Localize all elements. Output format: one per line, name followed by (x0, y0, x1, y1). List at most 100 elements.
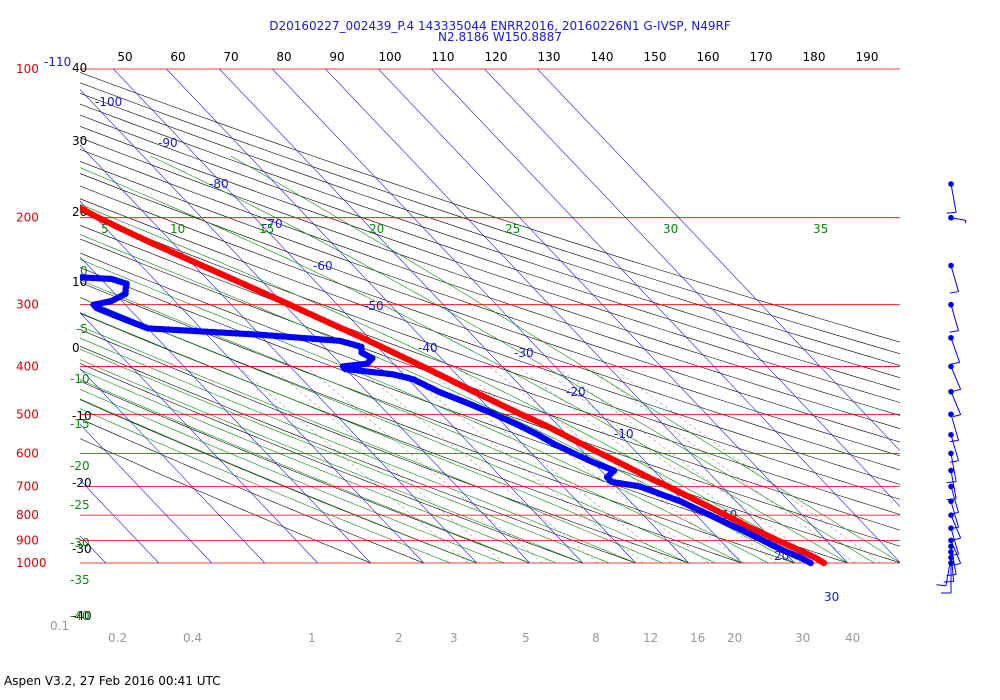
moist-adiabats (80, 155, 900, 564)
dewpoint-trace (8, 270, 814, 567)
dry-adiabat-line (80, 238, 900, 531)
dewpoint-point (55, 273, 61, 279)
moist-adiabat-line (230, 155, 900, 563)
mixing-ratio-label: 40 (845, 631, 860, 645)
dry-adiabat-label: -20 (70, 459, 90, 473)
moist-adiabat-line (80, 348, 610, 564)
wind-barb (946, 450, 957, 484)
isotherm-label: -70 (263, 217, 283, 231)
dewpoint-point (43, 272, 49, 278)
top-axis-label: 50 (117, 50, 132, 64)
isotherm-line (80, 368, 265, 564)
moist-adiabat-line (80, 337, 636, 564)
dry-adiabat-line (80, 224, 900, 515)
dewpoint-point (25, 271, 31, 277)
dry-adiabat-line (80, 312, 742, 564)
pressure-tick-label: 300 (16, 298, 39, 312)
dry-adiabat-line (80, 93, 900, 366)
mixing-ratio-label: 2 (395, 631, 403, 645)
isotherm-line (325, 69, 795, 564)
moist-adiabat-line (80, 279, 742, 564)
dry-adiabat-line (80, 137, 900, 416)
isotherm-line (537, 69, 900, 452)
wind-barb (948, 301, 959, 333)
wind-barb (948, 411, 959, 443)
mixing-ratio-label: 8 (592, 631, 600, 645)
isotherm-line (80, 423, 212, 564)
top-axis-label: 160 (697, 50, 720, 64)
mixing-ratio-label: 3 (450, 631, 458, 645)
mixing-ratio-label: 20 (727, 631, 742, 645)
wind-barb (948, 363, 962, 392)
left-axis-label: -30 (72, 542, 92, 556)
isotherm-line (378, 69, 848, 564)
isotherm-line (113, 69, 583, 564)
temperature-point (1, 180, 7, 186)
wind-barb (946, 181, 957, 214)
top-axis-label: 110 (432, 50, 455, 64)
mixing-ratio-label: 16 (690, 631, 705, 645)
dry-adiabat-label: 15 (259, 222, 274, 236)
mixing-ratio-label: 0.1 (50, 619, 69, 633)
mixing-ratio-line (270, 366, 505, 564)
isotherm-line (272, 69, 742, 564)
top-axis-label: 90 (329, 50, 344, 64)
dry-adiabat-line (80, 126, 900, 403)
mixing-ratio-label: 5 (522, 631, 530, 645)
mixing-ratio-label: 12 (643, 631, 658, 645)
top-axis-label: 180 (803, 50, 826, 64)
dry-adiabats (80, 72, 900, 564)
dry-adiabat-line (80, 329, 689, 564)
dewpoint-point (31, 272, 37, 278)
top-axis-label: 150 (644, 50, 667, 64)
isotherm-line (484, 69, 900, 507)
dry-adiabat-line (80, 185, 900, 471)
isotherm-line (80, 200, 424, 564)
pressure-tick-label: 400 (16, 359, 39, 373)
dry-adiabat-label: 5 (101, 222, 109, 236)
top-axis-label: 130 (538, 50, 561, 64)
temperature-trace (1, 180, 828, 567)
isotherm-label: -50 (364, 299, 384, 313)
moist-adiabat-line (150, 155, 875, 564)
chart-title-line1: D20160227_002439_P.4 143335044 ENRR2016,… (269, 19, 731, 33)
left-axis-label: -10 (72, 409, 92, 423)
mixing-ratio-label: 1 (308, 631, 316, 645)
wind-barb (948, 483, 959, 515)
dewpoint-point (52, 273, 58, 279)
pressure-tick-label: 700 (16, 479, 39, 493)
chart-title-line2: N2.8186 W150.8887 (438, 30, 562, 44)
moist-adiabat-line (80, 167, 848, 564)
dry-adiabat-label: -25 (70, 498, 90, 512)
top-axis-label: 70 (223, 50, 238, 64)
dry-adiabat-line (80, 198, 900, 485)
dry-adiabat-line (80, 418, 424, 564)
dry-adiabat-line (80, 82, 900, 355)
dry-adiabat-label: -30 (70, 536, 90, 550)
left-axis-label: 40 (72, 61, 87, 75)
isotherm-label: -10 (614, 427, 634, 441)
dewpoint-point (40, 272, 46, 278)
wind-barb (948, 537, 962, 566)
moist-adiabat-line (80, 388, 504, 564)
dewpoint-point (8, 270, 14, 276)
isotherm-line (80, 144, 477, 564)
dewpoint-point (64, 273, 70, 279)
wind-barbs (936, 181, 967, 594)
left-axis-label: 0 (72, 341, 80, 355)
dewpoint-point (58, 273, 64, 279)
mixing-ratio-line (237, 366, 469, 564)
mixing-ratio-line (422, 366, 672, 564)
isotherm-label: -40 (418, 341, 438, 355)
left-axis-label: -20 (72, 476, 92, 490)
mixing-ratio-label: 0.2 (108, 631, 127, 645)
dry-adiabat-line (80, 380, 530, 564)
dry-adiabat-label: 10 (170, 222, 185, 236)
dry-adiabat-line (80, 103, 900, 378)
isotherm-line (80, 479, 159, 564)
dry-adiabat-line (80, 114, 900, 391)
dewpoint-point (61, 273, 67, 279)
dry-adiabat-line (80, 297, 795, 564)
top-axis-label: 120 (485, 50, 508, 64)
